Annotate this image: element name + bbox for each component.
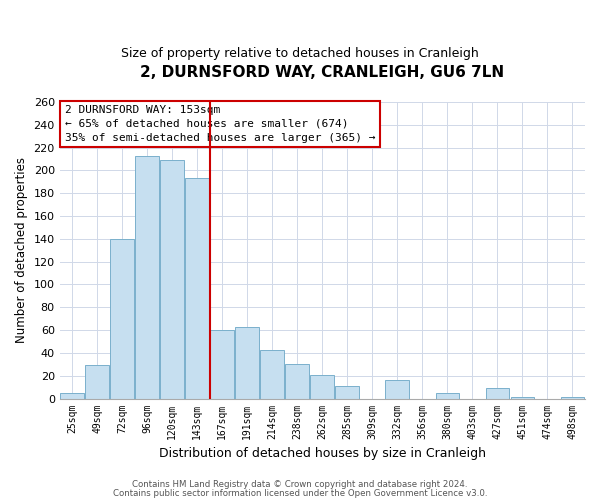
Bar xyxy=(385,380,409,398)
Bar xyxy=(485,388,509,398)
Bar xyxy=(211,330,234,398)
X-axis label: Distribution of detached houses by size in Cranleigh: Distribution of detached houses by size … xyxy=(159,447,486,460)
Text: Contains public sector information licensed under the Open Government Licence v3: Contains public sector information licen… xyxy=(113,489,487,498)
Text: 2 DURNSFORD WAY: 153sqm
← 65% of detached houses are smaller (674)
35% of semi-d: 2 DURNSFORD WAY: 153sqm ← 65% of detache… xyxy=(65,105,376,143)
Bar xyxy=(286,364,309,398)
Bar xyxy=(85,366,109,398)
Text: Size of property relative to detached houses in Cranleigh: Size of property relative to detached ho… xyxy=(121,48,479,60)
Bar xyxy=(110,239,134,398)
Bar xyxy=(335,386,359,398)
Bar xyxy=(235,326,259,398)
Bar xyxy=(436,393,459,398)
Bar xyxy=(260,350,284,399)
Bar xyxy=(160,160,184,398)
Bar xyxy=(310,374,334,398)
Text: Contains HM Land Registry data © Crown copyright and database right 2024.: Contains HM Land Registry data © Crown c… xyxy=(132,480,468,489)
Title: 2, DURNSFORD WAY, CRANLEIGH, GU6 7LN: 2, DURNSFORD WAY, CRANLEIGH, GU6 7LN xyxy=(140,65,505,80)
Bar xyxy=(185,178,209,398)
Y-axis label: Number of detached properties: Number of detached properties xyxy=(15,158,28,344)
Bar xyxy=(136,156,159,398)
Bar xyxy=(60,393,84,398)
